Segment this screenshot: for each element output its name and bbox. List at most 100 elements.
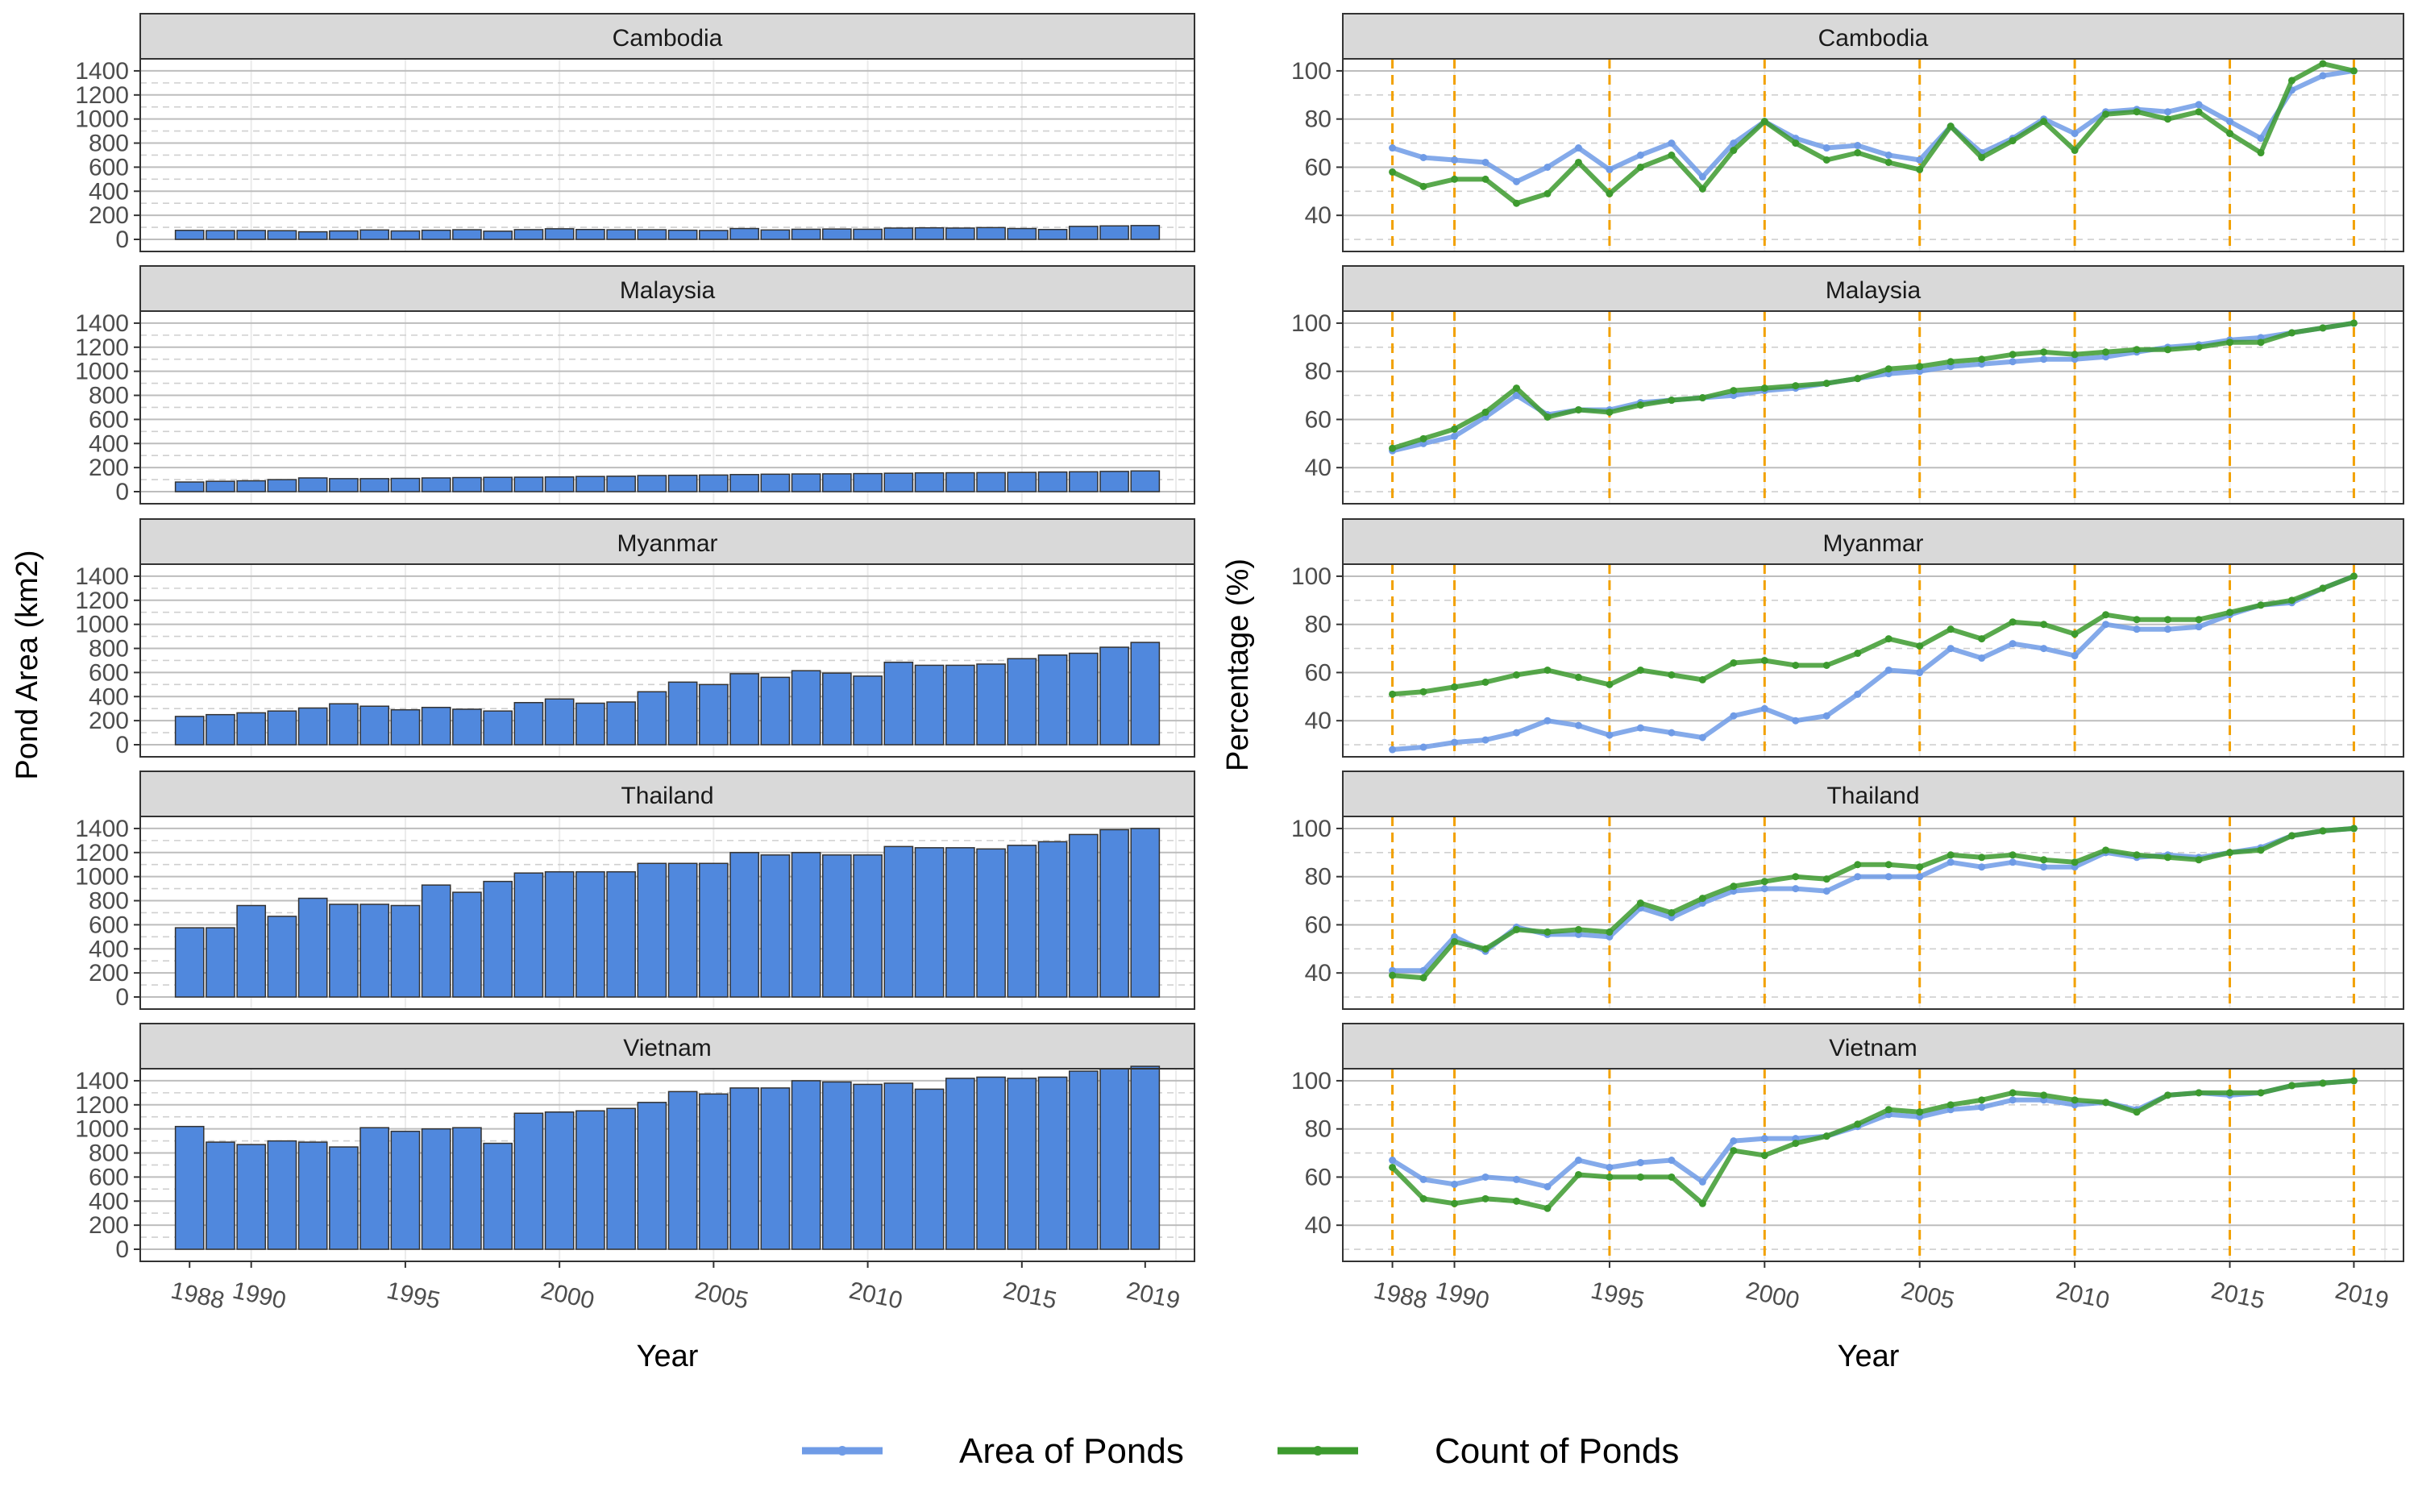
myanmar-bar-bar-1991 (267, 710, 297, 746)
cambodia-line-point-count-of-ponds-1994 (1574, 158, 1582, 166)
thailand-bar-bar-2011 (883, 845, 914, 998)
vietnam-bar-y-tick-label: 200 (89, 1212, 129, 1239)
cambodia-line-point-area-of-ponds-2003 (1854, 142, 1862, 150)
malaysia-line-point-count-of-ponds-2016 (2257, 339, 2265, 347)
thailand-bar-bar-2010 (853, 854, 883, 998)
myanmar-bar-bar-2012 (914, 664, 945, 746)
vietnam-bar-bar-2017 (1068, 1070, 1099, 1250)
malaysia-strip (1342, 265, 2404, 312)
malaysia-strip-label: Malaysia (620, 277, 716, 304)
myanmar-line-point-count-of-ponds-1991 (1481, 678, 1489, 686)
thailand-line-point-area-of-ponds-2000 (1760, 885, 1768, 893)
vietnam-line-point-count-of-ponds-2011 (2102, 1099, 2110, 1107)
cambodia-bar-y-tick-label: 1200 (75, 82, 129, 109)
malaysia-line-point-count-of-ponds-2005 (1916, 363, 1924, 371)
cambodia-line-series-count-of-ponds (1391, 61, 2355, 206)
myanmar-line-point-count-of-ponds-2010 (2071, 630, 2079, 638)
thailand-bar-bar-2003 (637, 862, 667, 998)
cambodia-bar-y-tick-label: 400 (89, 178, 129, 205)
legend: Area of Ponds Count of Ponds (802, 1431, 1679, 1471)
cambodia-line-point-area-of-ponds-2002 (1822, 144, 1830, 152)
vietnam-line-point-area-of-ponds-1996 (1636, 1159, 1644, 1167)
myanmar-line-point-area-of-ponds-1991 (1481, 736, 1489, 744)
cambodia-line-point-area-of-ponds-2014 (2195, 101, 2203, 109)
thailand-bar-bar-1994 (359, 903, 390, 998)
cambodia-bar-bar-1998 (483, 231, 513, 240)
vietnam-line-y-tick-label: 100 (1291, 1068, 1332, 1095)
left-x-tick-label-2019: 2019 (1124, 1277, 1182, 1315)
thailand-bar-y-tick-label: 600 (89, 912, 129, 938)
malaysia-bar-bar-1990 (236, 480, 267, 492)
myanmar-line-point-count-of-ponds-1993 (1543, 666, 1552, 674)
thailand-bar-bar-1993 (329, 903, 359, 998)
myanmar-line-point-count-of-ponds-2005 (1916, 642, 1924, 650)
thailand-line-point-count-of-ponds-1993 (1543, 928, 1552, 936)
cambodia-line-point-count-of-ponds-1991 (1481, 175, 1489, 183)
vietnam-line-point-count-of-ponds-2019 (2349, 1077, 2358, 1085)
cambodia-line-point-area-of-ponds-2016 (2257, 135, 2265, 143)
malaysia-line-point-area-of-ponds-1992 (1512, 392, 1520, 400)
thailand-line-point-area-of-ponds-2006 (1946, 858, 1955, 866)
cambodia-bar-bar-2000 (544, 228, 575, 240)
legend-key-count-point (1313, 1446, 1323, 1456)
vietnam-bar-y-tick-label: 1200 (75, 1092, 129, 1119)
malaysia-line-point-count-of-ponds-1993 (1543, 413, 1552, 421)
legend-key-area-point (837, 1446, 847, 1456)
malaysia-bar-bar-1991 (267, 479, 297, 492)
vietnam-line-y-tick-label: 60 (1305, 1164, 1332, 1190)
cambodia-bar-bar-2018 (1099, 225, 1129, 240)
malaysia-strip-label: Malaysia (1826, 277, 1922, 304)
thailand-line-point-count-of-ponds-2018 (2319, 827, 2327, 835)
myanmar-line-point-area-of-ponds-2013 (2164, 625, 2172, 633)
myanmar-bar-bar-2007 (760, 676, 791, 746)
cambodia-line-point-count-of-ponds-2003 (1854, 149, 1862, 157)
vietnam-line-point-area-of-ponds-1992 (1512, 1175, 1520, 1183)
myanmar-line-y-tick-label: 40 (1305, 708, 1332, 734)
vietnam-bar-bar-1995 (390, 1130, 421, 1250)
thailand-line-point-count-of-ponds-2006 (1946, 851, 1955, 859)
myanmar-line-point-count-of-ponds-1999 (1730, 658, 1738, 667)
vietnam-line-point-count-of-ponds-1998 (1698, 1199, 1706, 1207)
vietnam-line-point-count-of-ponds-2010 (2071, 1096, 2079, 1104)
myanmar-line-point-area-of-ponds-2005 (1916, 668, 1924, 676)
thailand-line-y-tick-label: 40 (1305, 960, 1332, 987)
cambodia-bar-bar-1995 (390, 230, 421, 240)
vietnam-bar-bar-1997 (452, 1127, 482, 1250)
malaysia-line-y-tick-label: 100 (1291, 310, 1332, 337)
cambodia-line-point-count-of-ponds-2005 (1916, 165, 1924, 173)
vietnam-bar-bar-2010 (853, 1083, 883, 1250)
thailand-bar-bar-1999 (513, 872, 544, 998)
cambodia-bar-bar-2005 (699, 230, 729, 240)
malaysia-bar-y-tick-label: 200 (89, 455, 129, 481)
thailand-bar-bar-2001 (575, 870, 605, 998)
cambodia-line-point-area-of-ponds-1992 (1512, 177, 1520, 185)
left-x-tick-label-1990: 1990 (231, 1277, 289, 1315)
thailand-line-series-count-of-ponds (1392, 825, 2354, 981)
malaysia-line-point-count-of-ponds-2004 (1884, 365, 1892, 373)
malaysia-line-point-count-of-ponds-1988 (1389, 444, 1397, 452)
malaysia-bar-bar-1988 (174, 481, 205, 492)
malaysia-bar-y-tick-label: 1200 (75, 334, 129, 361)
thailand-bar-y-tick-label: 1200 (75, 840, 129, 866)
vietnam-line-point-count-of-ponds-2012 (2133, 1108, 2141, 1116)
thailand-bar-bar-2007 (760, 854, 791, 998)
cambodia-strip (1342, 13, 2404, 60)
legend-item-count: Count of Ponds (1278, 1431, 1679, 1471)
vietnam-bar-bar-1993 (329, 1146, 359, 1250)
malaysia-bar-bar-1992 (297, 477, 328, 492)
malaysia-line-point-area-of-ponds-2008 (2009, 358, 2017, 366)
thailand-bar-bar-2002 (606, 870, 636, 998)
thailand-line-point-area-of-ponds-2002 (1822, 887, 1830, 895)
malaysia-line-point-area-of-ponds-2009 (2040, 355, 2048, 363)
vietnam-bar-y-tick-label: 1000 (75, 1116, 129, 1143)
thailand-line-point-count-of-ponds-2003 (1854, 861, 1862, 869)
vietnam-line-point-count-of-ponds-2015 (2226, 1089, 2234, 1097)
malaysia-line-point-count-of-ponds-2003 (1854, 375, 1862, 383)
malaysia-line-point-count-of-ponds-2017 (2287, 329, 2295, 337)
thailand-line-point-count-of-ponds-1990 (1451, 937, 1459, 945)
vietnam-bar-bar-1994 (359, 1127, 390, 1250)
malaysia-bar-y-tick-label: 600 (89, 406, 129, 433)
myanmar-line-point-area-of-ponds-1990 (1451, 738, 1459, 746)
malaysia-bar-bar-2019 (1130, 470, 1161, 492)
myanmar-line-point-count-of-ponds-1995 (1606, 680, 1614, 688)
